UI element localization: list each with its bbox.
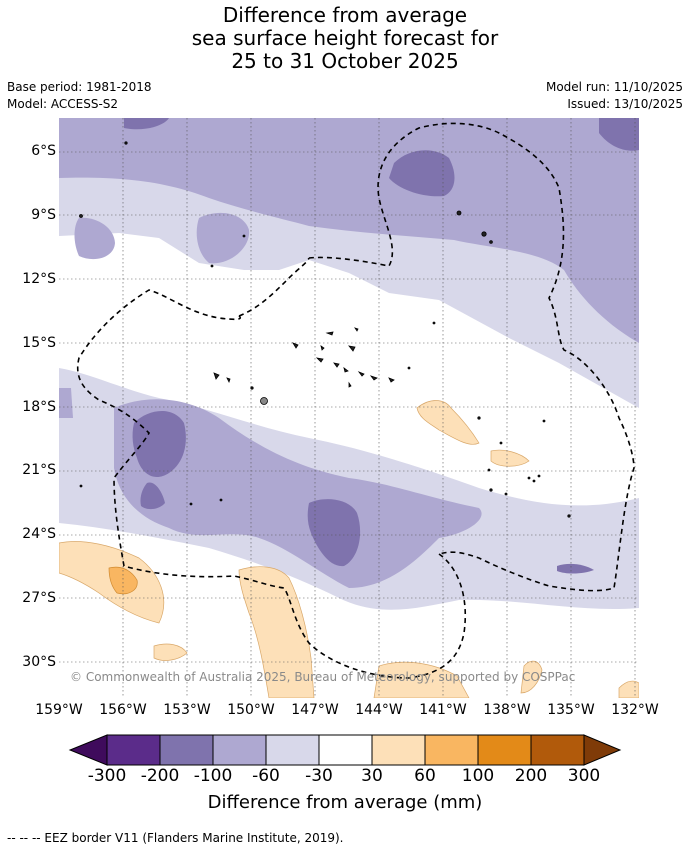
colorbar-swatch — [318, 734, 373, 766]
meta-right: Model run: 11/10/2025 Issued: 13/10/2025 — [546, 79, 683, 113]
colorbar-swatch — [212, 734, 267, 766]
colorbar-tick: 100 — [461, 766, 495, 786]
contour-neg60 — [59, 118, 639, 588]
colorbar-swatch — [477, 734, 532, 766]
colorbar-tick: -200 — [140, 766, 180, 786]
title-line-1: Difference from average — [222, 3, 468, 27]
eez-borders — [77, 122, 635, 679]
lat-label: 6°S — [31, 143, 56, 159]
colorbar-tick: 300 — [567, 766, 601, 786]
issued-date: Issued: 13/10/2025 — [567, 97, 683, 111]
lat-label: 18°S — [22, 399, 56, 415]
contour-pos60 — [108, 566, 138, 595]
lon-label: 144°W — [355, 702, 403, 718]
map-title: Difference from average sea surface heig… — [0, 4, 690, 73]
map-svg — [59, 118, 639, 698]
colorbar-tick: 200 — [514, 766, 548, 786]
title-line-3: 25 to 31 October 2025 — [231, 49, 459, 73]
colorbar — [68, 734, 622, 766]
lat-label: 30°S — [22, 654, 56, 670]
lon-label: 159°W — [35, 702, 83, 718]
gridlines — [59, 118, 639, 698]
colorbar-swatch — [106, 734, 161, 766]
colorbar-extend-high — [583, 734, 622, 766]
lat-label: 27°S — [22, 590, 56, 606]
colorbar-title: Difference from average (mm) — [207, 792, 483, 813]
lon-label: 132°W — [611, 702, 659, 718]
lon-label: 135°W — [547, 702, 595, 718]
title-line-2: sea surface height forecast for — [191, 26, 499, 50]
lat-label: 12°S — [22, 271, 56, 287]
lat-label: 24°S — [22, 526, 56, 542]
colorbar-swatch — [424, 734, 479, 766]
lat-label: 15°S — [22, 335, 56, 351]
copyright-notice: © Commonwealth of Australia 2025, Bureau… — [70, 670, 576, 684]
lon-label: 141°W — [419, 702, 467, 718]
islands — [79, 141, 571, 518]
lon-label: 138°W — [483, 702, 531, 718]
lon-label: 147°W — [291, 702, 339, 718]
lon-label: 150°W — [227, 702, 275, 718]
colorbar-swatch — [371, 734, 426, 766]
colorbar-tick: -30 — [305, 766, 333, 786]
lon-label: 156°W — [99, 702, 147, 718]
colorbar-tick: 60 — [414, 766, 436, 786]
model-name: Model: ACCESS-S2 — [7, 97, 119, 111]
lat-label: 21°S — [22, 462, 56, 478]
colorbar-extend-low — [68, 734, 108, 766]
eez-legend: -- -- -- EEZ border V11 (Flanders Marine… — [7, 831, 344, 845]
colorbar-swatch — [265, 734, 320, 766]
colorbar-tick: -100 — [193, 766, 233, 786]
colorbar-swatch — [159, 734, 214, 766]
colorbar-tick: -60 — [252, 766, 280, 786]
lon-label: 153°W — [163, 702, 211, 718]
colorbar-tick: -300 — [87, 766, 127, 786]
colorbar-swatch — [530, 734, 585, 766]
meta-left: Base period: 1981-2018 Model: ACCESS-S2 — [7, 79, 152, 113]
colorbar-tick: 30 — [361, 766, 383, 786]
map-panel[interactable] — [59, 118, 639, 698]
model-run: Model run: 11/10/2025 — [545, 80, 683, 94]
contour-neg100 — [124, 118, 639, 574]
base-period: Base period: 1981-2018 — [7, 80, 152, 94]
lat-label: 9°S — [31, 207, 56, 223]
